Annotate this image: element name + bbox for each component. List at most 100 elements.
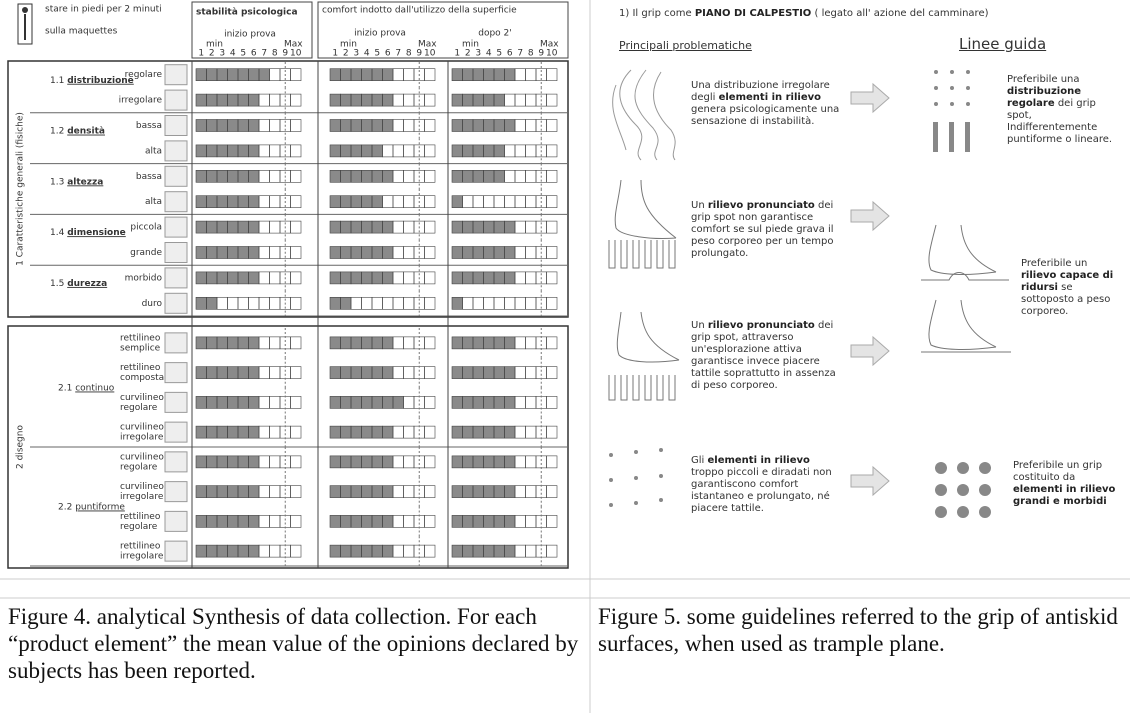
cell xyxy=(413,485,425,498)
cell xyxy=(290,195,302,208)
arrows xyxy=(850,82,890,497)
cell xyxy=(258,396,270,409)
text: Preferibile un xyxy=(1021,258,1088,269)
row-label: piccola xyxy=(130,223,162,233)
scale-label: 9 xyxy=(282,49,288,59)
row-label: semplice xyxy=(120,343,161,353)
cell xyxy=(514,271,526,285)
cell xyxy=(546,455,558,469)
min-label: min xyxy=(462,40,479,50)
cell xyxy=(269,544,281,558)
rating-bar xyxy=(452,170,505,183)
cell xyxy=(514,336,526,350)
cell xyxy=(350,296,362,310)
scale-label: 4 xyxy=(364,49,370,59)
cell xyxy=(472,195,484,208)
cell xyxy=(269,119,281,132)
cell xyxy=(269,515,281,528)
cell xyxy=(290,119,302,132)
cell xyxy=(279,485,291,498)
cell xyxy=(290,544,302,558)
scale-label: 1 xyxy=(198,49,204,59)
cell xyxy=(514,515,526,528)
cell xyxy=(525,93,537,107)
bold-text: rilievo capace di ridursi xyxy=(1021,270,1114,293)
cell xyxy=(546,195,558,208)
scale-label: 2 xyxy=(465,49,471,59)
cell xyxy=(424,220,436,234)
section-label: 1.4 dimensione xyxy=(50,228,126,238)
cell xyxy=(514,195,526,208)
cell xyxy=(535,366,547,379)
cell xyxy=(424,246,436,259)
text-block: Preferibile una distribuzione regolare d… xyxy=(1007,74,1122,122)
scale-label: 9 xyxy=(416,49,422,59)
cell xyxy=(269,195,281,208)
bold-text: distribuzione regolare xyxy=(1007,86,1081,109)
scale-label: 8 xyxy=(406,49,412,59)
cell xyxy=(392,296,404,310)
row-label: rettilineo xyxy=(120,542,161,552)
cell xyxy=(258,425,270,439)
cell xyxy=(413,396,425,409)
section-label: 1.3 altezza xyxy=(50,177,103,187)
section-name: densità xyxy=(67,126,105,136)
swatch xyxy=(164,242,188,263)
section-num: 1.4 xyxy=(50,228,65,238)
cell xyxy=(290,246,302,259)
cell xyxy=(269,220,281,234)
row-label: curvilineo xyxy=(120,482,164,492)
text-block: Indifferentemente puntiforme o lineare. xyxy=(1007,122,1122,146)
bold-text: rilievo pronunciato xyxy=(707,200,815,211)
cell xyxy=(546,220,558,234)
header-box xyxy=(191,1,313,59)
scale-label: 6 xyxy=(507,49,513,59)
bold-text: PIANO DI CALPESTIO xyxy=(694,8,812,19)
cell xyxy=(290,336,302,350)
cell xyxy=(403,396,415,409)
cell xyxy=(269,170,281,183)
cell xyxy=(525,455,537,469)
row-label: regolare xyxy=(120,522,158,532)
cell xyxy=(382,296,394,310)
cell xyxy=(392,515,404,528)
row-label: bassa xyxy=(136,121,162,131)
caption: Figure 5. some guidelines referred to th… xyxy=(598,604,1118,656)
rating-bar xyxy=(452,144,505,157)
cell xyxy=(424,144,436,158)
text: troppo piccoli e diradati non garantisco… xyxy=(691,467,832,514)
row-label: bassa xyxy=(136,172,162,182)
cell xyxy=(403,220,415,234)
row-label: regolare xyxy=(120,403,158,413)
scale-label: 7 xyxy=(261,49,267,59)
scale-label: 6 xyxy=(251,49,257,59)
bold-text: rilievo pronunciato xyxy=(707,320,815,331)
cell xyxy=(535,544,547,558)
cell xyxy=(269,68,281,81)
section-label: 1.1 distribuzione xyxy=(50,75,134,85)
cell xyxy=(258,271,270,285)
cell xyxy=(514,396,526,409)
cell xyxy=(403,119,415,132)
cell xyxy=(382,144,394,158)
row-label: curvilineo xyxy=(120,393,164,403)
text-block: Una distribuzione irregolare degli eleme… xyxy=(691,80,841,128)
cell xyxy=(525,515,537,528)
cell xyxy=(279,515,291,528)
text: se sottoposto a peso corporeo. xyxy=(1021,282,1111,317)
swatch xyxy=(164,362,188,384)
cell xyxy=(392,170,404,183)
scale-label: 7 xyxy=(517,49,523,59)
cell xyxy=(258,93,270,107)
cell xyxy=(290,271,302,285)
cell xyxy=(290,220,302,234)
cell xyxy=(546,119,558,132)
cell xyxy=(403,455,415,469)
min-label: min xyxy=(340,40,357,50)
cell xyxy=(258,366,270,379)
section-num: 1.3 xyxy=(50,177,64,187)
scale-label: 5 xyxy=(496,49,502,59)
cell xyxy=(403,485,415,498)
cell xyxy=(403,271,415,285)
cell xyxy=(392,366,404,379)
